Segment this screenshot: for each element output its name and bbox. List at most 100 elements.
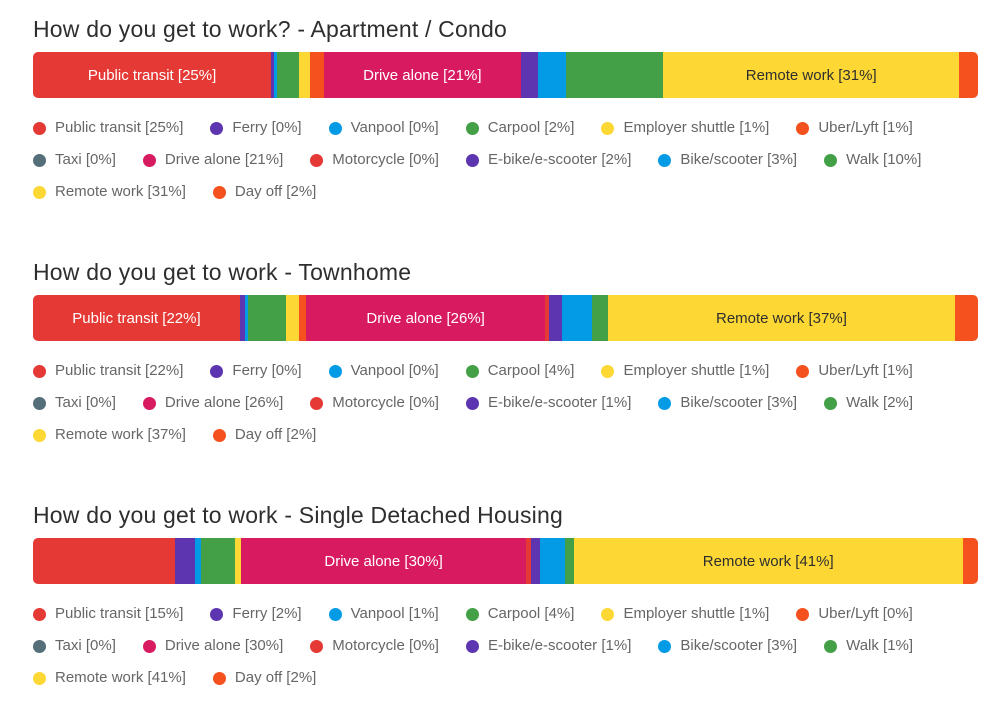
legend-item-day-off[interactable]: Day off [2%] xyxy=(212,425,317,445)
legend-item-uber-lyft[interactable]: Uber/Lyft [0%] xyxy=(796,604,913,624)
bar-segment-ferry[interactable] xyxy=(239,295,245,341)
legend-item-remote-work[interactable]: Remote work [41%] xyxy=(33,668,186,688)
legend-item-motorcycle[interactable]: Motorcycle [0%] xyxy=(310,150,439,170)
legend-item-public-transit[interactable]: Public transit [25%] xyxy=(33,118,183,138)
bar-segment-label: Public transit [25%] xyxy=(87,66,217,84)
bike-scooter-legend-dot-icon xyxy=(658,639,672,653)
bar-segment-uber-lyft[interactable] xyxy=(299,295,307,341)
legend-item-remote-work[interactable]: Remote work [31%] xyxy=(33,182,186,202)
bar-segment-public-transit[interactable]: Public transit [25%] xyxy=(33,52,272,98)
legend-item-drive-alone[interactable]: Drive alone [30%] xyxy=(142,636,283,656)
legend-item-public-transit[interactable]: Public transit [15%] xyxy=(33,604,183,624)
legend-item-drive-alone[interactable]: Drive alone [21%] xyxy=(142,150,283,170)
charts-root: How do you get to work? - Apartment / Co… xyxy=(33,14,978,688)
legend-item-ferry[interactable]: Ferry [2%] xyxy=(210,604,302,624)
bar-segment-day-off[interactable] xyxy=(955,295,978,341)
bar-segment-ferry[interactable] xyxy=(271,52,274,98)
legend-item-walk[interactable]: Walk [1%] xyxy=(824,636,913,656)
legend-item-employer-shuttle[interactable]: Employer shuttle [1%] xyxy=(601,361,769,381)
legend-item-uber-lyft[interactable]: Uber/Lyft [1%] xyxy=(796,361,913,381)
legend-item-motorcycle[interactable]: Motorcycle [0%] xyxy=(310,393,439,413)
bar-segment-vanpool[interactable] xyxy=(273,52,277,98)
legend-item-label: E-bike/e-scooter [2%] xyxy=(487,151,632,168)
bar-segment-walk[interactable] xyxy=(565,538,574,584)
legend: Public transit [15%] Ferry [2%] Vanpool [1… xyxy=(33,604,978,688)
legend-item-label: Bike/scooter [3%] xyxy=(680,151,798,168)
bar-segment-remote-work[interactable]: Remote work [31%] xyxy=(663,52,960,98)
legend-item-carpool[interactable]: Carpool [2%] xyxy=(465,118,574,138)
legend-item-vanpool[interactable]: Vanpool [0%] xyxy=(328,118,439,138)
legend-item-day-off[interactable]: Day off [2%] xyxy=(212,668,316,688)
legend-item-taxi[interactable]: Taxi [0%] xyxy=(33,150,116,170)
legend-item-label: Remote work [37%] xyxy=(55,426,186,443)
bar-segment-employer-shuttle[interactable] xyxy=(235,538,241,584)
bar-segment-uber-lyft[interactable] xyxy=(309,52,325,98)
legend-item-motorcycle[interactable]: Motorcycle [0%] xyxy=(310,636,439,656)
legend-item-uber-lyft[interactable]: Uber/Lyft [1%] xyxy=(796,118,913,138)
bar-segment-vanpool[interactable] xyxy=(194,538,202,584)
taxi-legend-dot-icon xyxy=(33,639,46,653)
legend-item-remote-work[interactable]: Remote work [37%] xyxy=(33,425,186,445)
bar-segment-drive-alone[interactable]: Drive alone [21%] xyxy=(324,52,521,98)
legend-item-taxi[interactable]: Taxi [0%] xyxy=(33,636,116,656)
public-transit-legend-dot-icon xyxy=(33,121,46,135)
legend-item-bike-scooter[interactable]: Bike/scooter [3%] xyxy=(658,150,797,170)
legend-item-label: Carpool [4%] xyxy=(487,605,575,622)
legend-item-e-bike-e-scooter[interactable]: E-bike/e-scooter [2%] xyxy=(465,150,632,170)
bar-segment-carpool[interactable] xyxy=(276,52,300,98)
legend-item-taxi[interactable]: Taxi [0%] xyxy=(33,393,116,413)
bar-segment-bike-scooter[interactable] xyxy=(539,538,566,584)
legend-item-ferry[interactable]: Ferry [0%] xyxy=(210,118,302,138)
legend-item-vanpool[interactable]: Vanpool [0%] xyxy=(328,361,439,381)
bar-segment-walk[interactable] xyxy=(565,52,664,98)
legend-item-employer-shuttle[interactable]: Employer shuttle [1%] xyxy=(601,604,769,624)
chart-title: How do you get to work? - Apartment / Co… xyxy=(33,16,507,42)
bar-segment-motorcycle[interactable] xyxy=(545,295,549,341)
legend-item-carpool[interactable]: Carpool [4%] xyxy=(465,604,575,624)
bar-segment-e-bike-e-scooter[interactable] xyxy=(531,538,540,584)
uber-lyft-legend-dot-icon xyxy=(796,364,810,378)
bar-segment-drive-alone[interactable]: Drive alone [26%] xyxy=(306,295,546,341)
legend-item-label: Motorcycle [0%] xyxy=(332,151,439,168)
bar-segment-day-off[interactable] xyxy=(959,52,978,98)
bar-segment-label: Drive alone [21%] xyxy=(363,66,482,84)
legend-item-label: Ferry [0%] xyxy=(232,119,302,136)
bar-segment-remote-work[interactable]: Remote work [41%] xyxy=(573,538,963,584)
legend-item-vanpool[interactable]: Vanpool [1%] xyxy=(328,604,439,624)
legend-item-drive-alone[interactable]: Drive alone [26%] xyxy=(142,393,283,413)
bar-segment-motorcycle[interactable] xyxy=(526,538,531,584)
bar-segment-bike-scooter[interactable] xyxy=(562,295,593,341)
legend-item-e-bike-e-scooter[interactable]: E-bike/e-scooter [1%] xyxy=(465,636,631,656)
legend-item-public-transit[interactable]: Public transit [22%] xyxy=(33,361,183,381)
bar-segment-carpool[interactable] xyxy=(201,538,236,584)
bar-segment-bike-scooter[interactable] xyxy=(537,52,566,98)
bar-segment-drive-alone[interactable]: Drive alone [30%] xyxy=(240,538,527,584)
legend-item-employer-shuttle[interactable]: Employer shuttle [1%] xyxy=(601,118,769,138)
bar-segment-employer-shuttle[interactable] xyxy=(286,295,300,341)
legend-item-day-off[interactable]: Day off [2%] xyxy=(212,182,316,202)
carpool-legend-dot-icon xyxy=(465,121,479,135)
legend-item-e-bike-e-scooter[interactable]: E-bike/e-scooter [1%] xyxy=(465,393,631,413)
bar-segment-remote-work[interactable]: Remote work [37%] xyxy=(607,295,956,341)
motorcycle-legend-dot-icon xyxy=(310,153,324,167)
bar-segment-day-off[interactable] xyxy=(962,538,978,584)
legend-item-label: Remote work [41%] xyxy=(55,669,186,686)
legend-item-label: Day off [2%] xyxy=(234,426,317,443)
legend-item-walk[interactable]: Walk [2%] xyxy=(824,393,913,413)
bar-segment-ferry[interactable] xyxy=(174,538,195,584)
bar-segment-vanpool[interactable] xyxy=(244,295,249,341)
bar-segment-public-transit[interactable] xyxy=(33,538,175,584)
legend-item-bike-scooter[interactable]: Bike/scooter [3%] xyxy=(658,393,797,413)
legend-item-carpool[interactable]: Carpool [4%] xyxy=(465,361,574,381)
bar-segment-employer-shuttle[interactable] xyxy=(299,52,310,98)
bar-segment-e-bike-e-scooter[interactable] xyxy=(548,295,563,341)
legend-item-walk[interactable]: Walk [10%] xyxy=(824,150,921,170)
bar-segment-carpool[interactable] xyxy=(248,295,287,341)
bar-segment-public-transit[interactable]: Public transit [22%] xyxy=(33,295,240,341)
public-transit-legend-dot-icon xyxy=(33,364,46,378)
bar-segment-e-bike-e-scooter[interactable] xyxy=(520,52,538,98)
legend-item-bike-scooter[interactable]: Bike/scooter [3%] xyxy=(658,636,797,656)
legend-item-ferry[interactable]: Ferry [0%] xyxy=(210,361,302,381)
bar-segment-walk[interactable] xyxy=(592,295,608,341)
employer-shuttle-legend-dot-icon xyxy=(601,121,615,135)
